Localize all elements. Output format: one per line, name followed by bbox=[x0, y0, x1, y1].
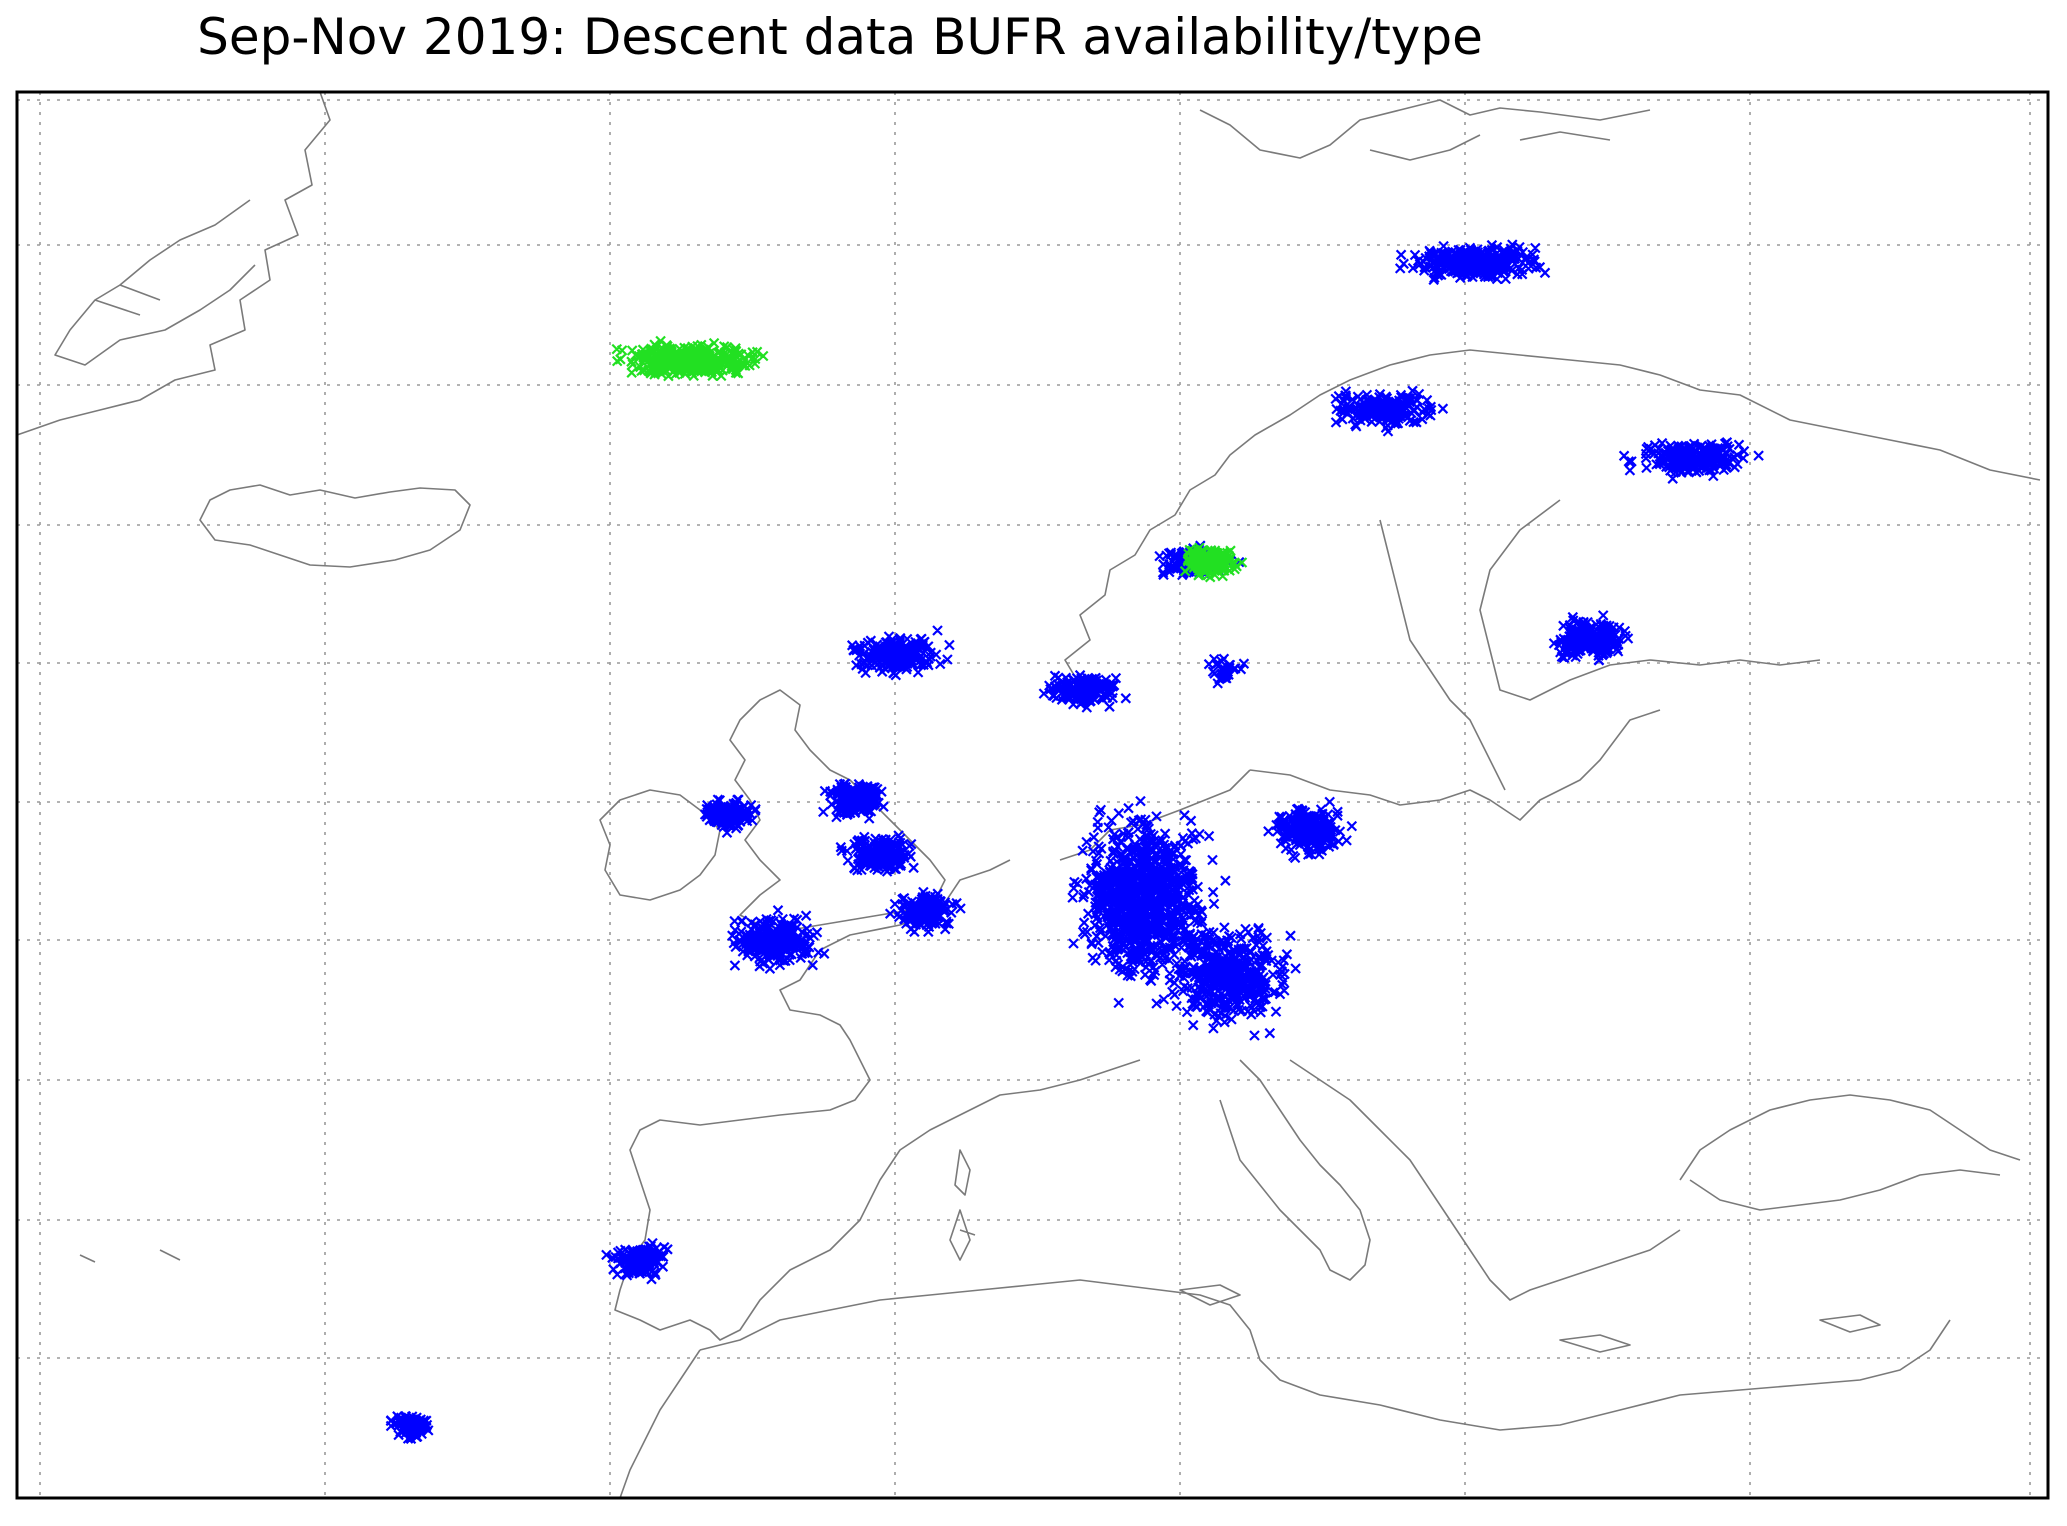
cluster-marks bbox=[1394, 239, 1551, 286]
cluster-southern-norway bbox=[1038, 669, 1132, 713]
cluster-northern-england bbox=[818, 778, 889, 824]
cluster-brittany bbox=[727, 905, 830, 974]
italy-coast bbox=[1219, 1059, 1371, 1281]
cluster-st-petersburg bbox=[1548, 610, 1634, 666]
balkans-coast bbox=[1289, 1059, 1681, 1301]
continent-coast bbox=[614, 859, 1141, 1341]
cluster-marks bbox=[1151, 922, 1301, 1041]
atlantic-africa-coast bbox=[619, 1349, 701, 1499]
graticule bbox=[17, 92, 2048, 1498]
cluster-marks bbox=[884, 886, 966, 938]
scandinavia-coast bbox=[1059, 349, 2041, 701]
cluster-english-midlands bbox=[835, 830, 919, 877]
cluster-marks bbox=[699, 794, 761, 838]
cluster-marks bbox=[846, 625, 955, 681]
cluster-madeira bbox=[385, 1410, 434, 1445]
north-africa-coast bbox=[699, 1279, 1951, 1431]
coastlines bbox=[16, 91, 2041, 1499]
ireland-coast bbox=[599, 789, 721, 901]
map-frame bbox=[15, 90, 2050, 1500]
greenland-coast bbox=[16, 91, 331, 436]
cluster-central-norway bbox=[1179, 542, 1248, 583]
cluster-baltic-coast bbox=[1263, 796, 1358, 864]
chart-title: Sep-Nov 2019: Descent data BUFR availabi… bbox=[197, 8, 1483, 66]
cluster-southern-sweden bbox=[1203, 653, 1250, 689]
cluster-marks bbox=[727, 905, 830, 974]
cluster-marks bbox=[611, 335, 769, 382]
cluster-london bbox=[884, 886, 966, 938]
cluster-germany-benelux bbox=[1067, 795, 1231, 1009]
cluster-marks bbox=[1038, 669, 1132, 713]
greenland-fjords bbox=[54, 199, 256, 366]
cluster-greenland-sea-jan-mayen bbox=[611, 335, 769, 382]
britain-coast bbox=[729, 689, 946, 931]
bothnia-coast bbox=[1379, 499, 1821, 791]
cluster-svalbard bbox=[1394, 239, 1551, 286]
cluster-marks bbox=[601, 1237, 673, 1285]
cluster-marks bbox=[1067, 795, 1231, 1009]
observation-clusters bbox=[385, 239, 1764, 1445]
cluster-northern-norway bbox=[1330, 385, 1449, 437]
cluster-marks bbox=[1548, 610, 1634, 666]
cluster-marks bbox=[1179, 542, 1248, 583]
black-sea-coast bbox=[1679, 1094, 2021, 1211]
cluster-poland bbox=[1151, 922, 1301, 1041]
cluster-faroe-islands bbox=[846, 625, 955, 681]
islands bbox=[79, 1149, 1881, 1353]
iceland-coast bbox=[199, 484, 471, 568]
cluster-marks bbox=[835, 830, 919, 877]
cluster-marks bbox=[818, 778, 889, 824]
cluster-murmansk-kola bbox=[1618, 437, 1764, 484]
cluster-lisbon bbox=[601, 1237, 673, 1285]
cluster-marks bbox=[1203, 653, 1250, 689]
svalbard-coast bbox=[1199, 99, 1651, 161]
cluster-marks bbox=[1330, 385, 1449, 437]
cluster-marks bbox=[1263, 796, 1358, 864]
baltic-south-coast bbox=[1059, 709, 1661, 861]
cluster-marks bbox=[1618, 437, 1764, 484]
cluster-marks bbox=[385, 1410, 434, 1445]
cluster-ireland bbox=[699, 794, 761, 838]
